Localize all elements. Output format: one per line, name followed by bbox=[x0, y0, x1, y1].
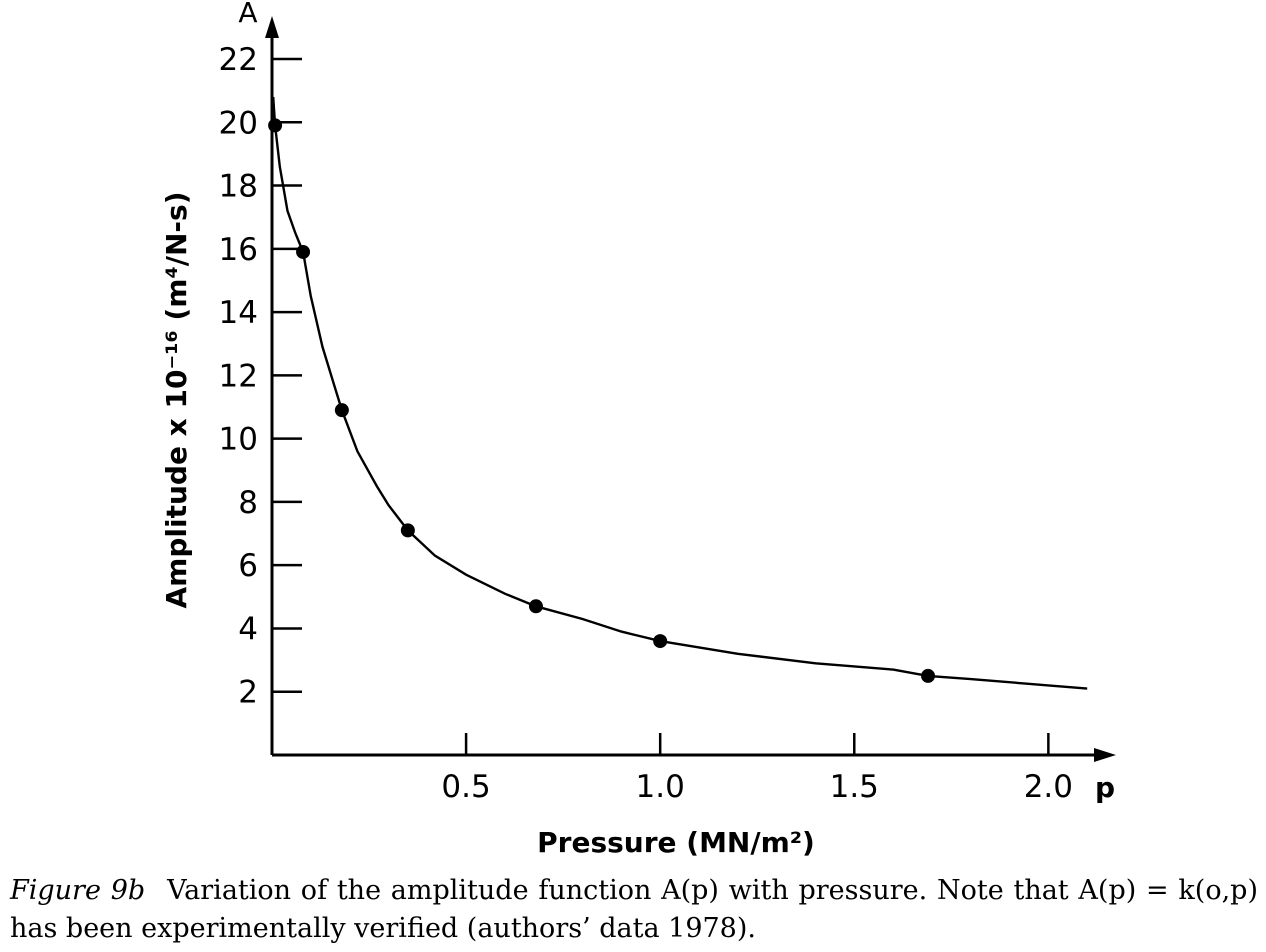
y-tick-label: 18 bbox=[219, 169, 258, 205]
x-axis-arrow bbox=[1094, 748, 1116, 762]
y-tick-label: 12 bbox=[219, 358, 258, 394]
caption-text: Variation of the amplitude function A(p)… bbox=[10, 875, 1258, 944]
caption-label: Figure 9b bbox=[10, 875, 146, 906]
y-tick-label: 6 bbox=[238, 548, 258, 584]
x-tick-label: 0.5 bbox=[441, 769, 490, 805]
data-point bbox=[653, 634, 668, 649]
x-axis-symbol: p bbox=[1095, 771, 1115, 804]
x-tick-label: 2.0 bbox=[1024, 769, 1073, 805]
y-axis-arrow bbox=[265, 16, 279, 38]
x-axis-label: Pressure (MN/m²) bbox=[537, 826, 815, 859]
y-tick-label: 2 bbox=[238, 675, 258, 711]
y-tick-label: 10 bbox=[219, 422, 258, 458]
y-tick-label: 22 bbox=[219, 42, 258, 78]
figure-caption: Figure 9b Variation of the amplitude func… bbox=[10, 872, 1258, 948]
y-ticks: 2 4 6 8 10 12 14 16 18 20 22 bbox=[219, 42, 302, 711]
data-point bbox=[334, 403, 349, 418]
y-tick-label: 16 bbox=[219, 232, 258, 268]
x-tick-label: 1.5 bbox=[830, 769, 879, 805]
data-point bbox=[528, 599, 543, 614]
data-point bbox=[296, 244, 311, 259]
fitted-curve bbox=[272, 96, 1088, 690]
x-tick-label: 1.0 bbox=[636, 769, 685, 805]
y-tick-label: 20 bbox=[219, 105, 258, 141]
amplitude-pressure-chart: 2 4 6 8 10 12 14 16 18 20 22 0.5 1.0 1.5 2.0 A p Pres… bbox=[160, 0, 1116, 859]
data-point bbox=[268, 118, 283, 133]
data-point bbox=[400, 523, 415, 538]
y-axis-label: Amplitude x 10⁻¹⁶ (m⁴/N-s) bbox=[160, 192, 193, 609]
x-ticks: 0.5 1.0 1.5 2.0 bbox=[441, 733, 1073, 805]
axes bbox=[265, 16, 1116, 762]
y-tick-label: 4 bbox=[238, 611, 258, 647]
y-axis-symbol: A bbox=[238, 0, 257, 29]
data-points bbox=[268, 118, 936, 683]
y-tick-label: 8 bbox=[238, 485, 258, 521]
data-point bbox=[921, 668, 936, 683]
y-tick-label: 14 bbox=[219, 295, 258, 331]
